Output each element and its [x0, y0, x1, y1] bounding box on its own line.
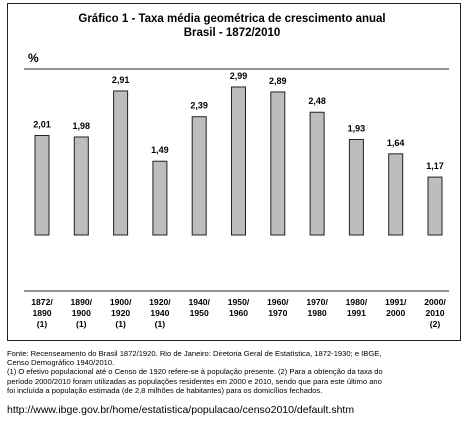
data-label: 2,39 — [190, 101, 208, 111]
x-tick-label: 1900 — [72, 308, 91, 318]
data-label: 2,01 — [33, 120, 51, 130]
x-tick-label: 1940/ — [188, 297, 210, 307]
data-label: 1,17 — [426, 161, 444, 171]
x-tick-label: 1890 — [32, 308, 51, 318]
source-line-1: Fonte: Recenseamento do Brasil 1872/1920… — [7, 349, 382, 358]
bar — [309, 111, 325, 236]
bar — [34, 135, 50, 236]
x-tick-label: (1) — [115, 319, 126, 329]
x-tick-label: 2000 — [386, 308, 405, 318]
bar — [270, 91, 286, 236]
x-tick-label: 1920 — [111, 308, 130, 318]
x-tick-label: 1950/ — [228, 297, 250, 307]
x-tick-label: 1872/ — [31, 297, 53, 307]
y-unit-label: % — [28, 51, 39, 65]
bar — [427, 176, 443, 236]
x-tick-label: 1991/ — [385, 297, 407, 307]
x-tick-label: 1940 — [150, 308, 169, 318]
x-tick-label: 1960 — [229, 308, 248, 318]
bar — [231, 86, 246, 236]
x-tick-label: (1) — [76, 319, 87, 329]
footnote-line-3: foi incluída a população estimada (de 2,… — [7, 385, 323, 395]
bar — [388, 153, 404, 236]
footnote-line-2: período 2000/2010 foram utilizadas as po… — [7, 376, 382, 386]
data-label: 1,64 — [387, 138, 405, 148]
x-tick-label: 1900/ — [110, 297, 132, 307]
x-tick-label: (1) — [37, 319, 48, 329]
chart-notes: Fonte: Recenseamento do Brasil 1872/1920… — [7, 349, 465, 395]
x-tick-label: 2010 — [425, 308, 444, 318]
chart-frame: Gráfico 1 - Taxa média geométrica de cre… — [7, 3, 461, 341]
data-label: 2,91 — [112, 75, 130, 85]
data-label: 2,89 — [269, 76, 287, 86]
x-tick-label: 1960/ — [267, 297, 289, 307]
data-label: 1,93 — [348, 123, 366, 133]
data-label: 2,48 — [308, 96, 326, 106]
x-tick-label: (2) — [430, 319, 441, 329]
x-tick-label: (1) — [155, 319, 166, 329]
chart-title-line1: Gráfico 1 - Taxa média geométrica de cre… — [78, 13, 385, 25]
footnote-line-1: (1) O efetivo populacional até o Censo d… — [7, 367, 383, 377]
source-url[interactable]: http://www.ibge.gov.br/home/estatistica/… — [7, 404, 355, 416]
x-tick-label: 1980 — [308, 308, 327, 318]
x-tick-label: 2000/ — [424, 297, 446, 307]
bar — [73, 136, 89, 236]
bar — [113, 90, 129, 236]
data-label: 2,99 — [230, 71, 248, 81]
x-tick-label: 1890/ — [71, 297, 93, 307]
x-tick-label: 1920/ — [149, 297, 171, 307]
x-tick-label: 1950 — [190, 308, 209, 318]
chart-title-line2: Brasil - 1872/2010 — [184, 27, 281, 39]
data-label: 1,49 — [151, 145, 169, 155]
x-tick-label: 1980/ — [346, 297, 368, 307]
bar — [152, 160, 168, 236]
bar — [191, 116, 207, 236]
source-line-2: Censo Demográfico 1940/2010. — [7, 358, 115, 368]
x-tick-label: 1991 — [347, 308, 366, 318]
x-tick-label: 1970 — [268, 308, 287, 318]
bar — [348, 138, 364, 236]
x-tick-label: 1970/ — [306, 297, 328, 307]
data-label: 1,98 — [73, 121, 91, 131]
bar-chart: Gráfico 1 - Taxa média geométrica de cre… — [24, 13, 449, 329]
